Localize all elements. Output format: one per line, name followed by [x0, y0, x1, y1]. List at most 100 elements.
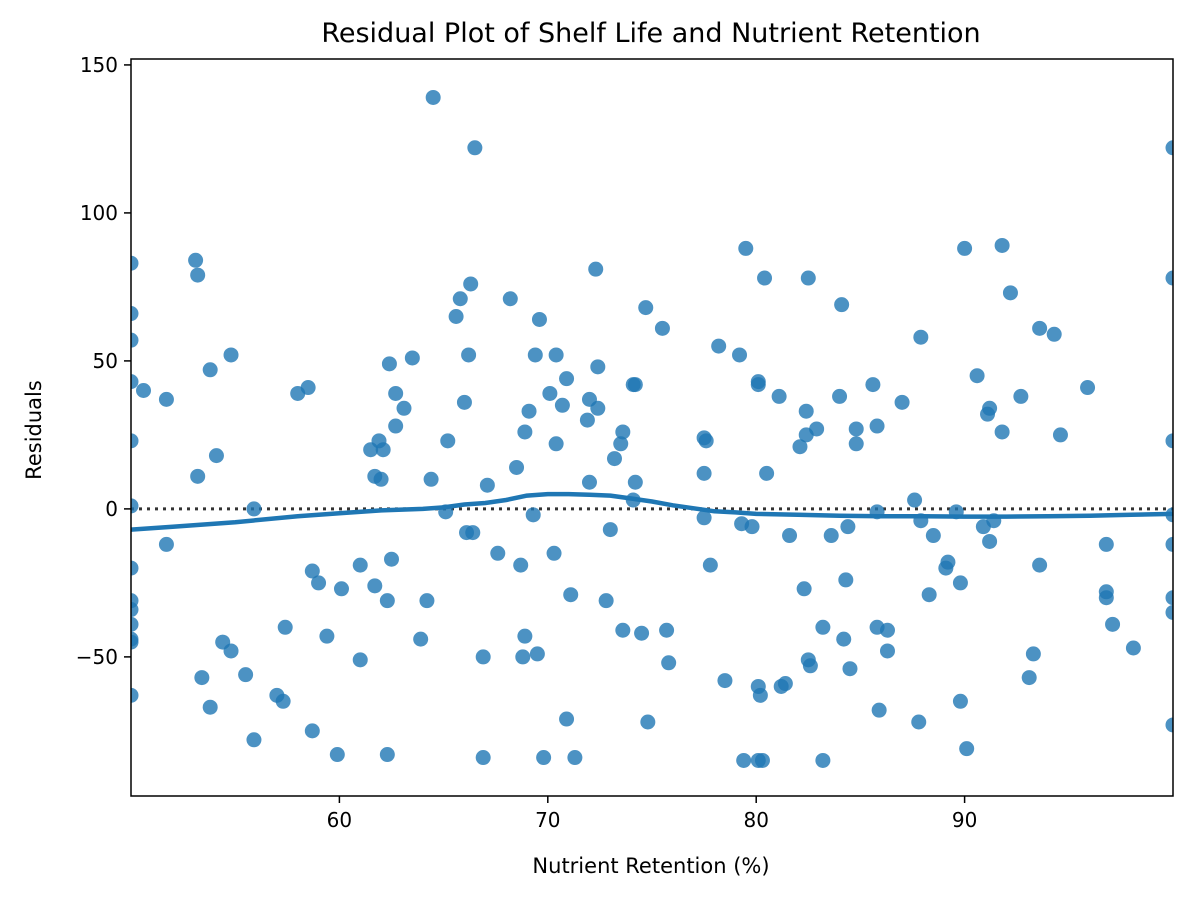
residual-point-20: [202, 362, 218, 378]
residual-point-87: [546, 545, 562, 561]
x-tick-label-80: 80: [743, 808, 768, 832]
residual-point-124: [732, 347, 748, 363]
residual-point-39: [333, 581, 349, 597]
residual-point-58: [423, 471, 439, 487]
residual-point-98: [588, 261, 604, 277]
residual-point-150: [815, 752, 831, 768]
residual-point-4: [131, 433, 139, 449]
residual-point-192: [1025, 646, 1041, 662]
residual-point-164: [871, 702, 887, 718]
residual-point-167: [894, 394, 910, 410]
y-tick-label-50: 50: [93, 349, 118, 373]
residual-point-67: [463, 276, 479, 292]
residual-point-166: [879, 643, 895, 659]
residual-point-13: [136, 383, 152, 399]
y-tick-label-0: 0: [105, 497, 118, 521]
residual-point-177: [952, 575, 968, 591]
residual-point-24: [223, 347, 239, 363]
residual-point-38: [329, 747, 345, 763]
residual-point-88: [548, 436, 564, 452]
residual-point-109: [627, 377, 643, 393]
residual-point-113: [640, 714, 656, 730]
residual-point-168: [907, 492, 923, 508]
residual-point-209: [1165, 604, 1173, 620]
x-tick-label-90: 90: [952, 808, 977, 832]
residual-point-70: [475, 649, 491, 665]
plot-area: 60 70 80 90 −50 0 50 100 150: [76, 53, 1174, 832]
residual-point-76: [513, 557, 529, 573]
residual-point-110: [627, 474, 643, 490]
residual-point-46: [373, 471, 389, 487]
residual-point-136: [759, 465, 775, 481]
residual-point-35: [304, 723, 320, 739]
residual-point-8: [131, 602, 139, 618]
residual-point-204: [1165, 270, 1173, 286]
residual-point-147: [802, 658, 818, 674]
residual-point-17: [190, 267, 206, 283]
residual-point-149: [815, 619, 831, 635]
residual-point-117: [696, 465, 712, 481]
residual-point-156: [840, 519, 856, 535]
residual-point-95: [579, 412, 595, 428]
residual-point-75: [509, 459, 525, 475]
residual-point-6: [131, 560, 139, 576]
residual-point-16: [188, 252, 204, 268]
residual-point-82: [527, 347, 543, 363]
residual-point-111: [634, 625, 650, 641]
residual-point-55: [404, 350, 420, 366]
residual-point-185: [982, 533, 998, 549]
residual-point-61: [440, 433, 456, 449]
residual-point-184: [982, 400, 998, 416]
residual-point-141: [792, 439, 808, 455]
residual-point-175: [940, 554, 956, 570]
residual-point-57: [419, 593, 435, 609]
residual-point-86: [542, 385, 558, 401]
residual-point-71: [475, 750, 491, 766]
residual-point-37: [319, 628, 335, 644]
residual-point-94: [567, 750, 583, 766]
residual-point-79: [517, 628, 533, 644]
residual-point-69: [467, 140, 483, 156]
residual-point-74: [502, 291, 518, 307]
residual-point-122: [711, 338, 727, 354]
residual-point-142: [796, 581, 812, 597]
residual-point-155: [838, 572, 854, 588]
residual-point-93: [563, 587, 579, 603]
residual-point-22: [208, 448, 224, 464]
residual-point-123: [717, 673, 733, 689]
residual-point-33: [300, 380, 316, 396]
residual-point-80: [521, 403, 537, 419]
residual-point-41: [352, 652, 368, 668]
residual-point-52: [388, 385, 404, 401]
residual-point-36: [311, 575, 327, 591]
residual-point-81: [525, 507, 541, 523]
residual-point-152: [832, 388, 848, 404]
residual-point-68: [465, 525, 481, 541]
residual-point-62: [448, 309, 464, 325]
residual-point-202: [1125, 640, 1141, 656]
residual-point-121: [702, 557, 718, 573]
residual-point-196: [1052, 427, 1068, 443]
residual-point-105: [615, 424, 631, 440]
residual-point-106: [615, 622, 631, 638]
residual-point-119: [696, 510, 712, 526]
residual-point-205: [1165, 433, 1173, 449]
residual-point-203: [1165, 140, 1173, 156]
residual-point-53: [388, 418, 404, 434]
residual-point-92: [559, 711, 575, 727]
residual-point-64: [456, 394, 472, 410]
residual-point-18: [190, 468, 206, 484]
residual-point-101: [598, 593, 614, 609]
residual-point-28: [246, 732, 262, 748]
residual-point-1: [131, 306, 139, 322]
residual-point-178: [952, 693, 968, 709]
residual-point-84: [531, 311, 547, 327]
residual-point-173: [925, 528, 941, 544]
residual-point-11: [131, 634, 139, 650]
residual-point-103: [606, 451, 622, 467]
residual-point-115: [659, 622, 675, 638]
residual-point-116: [661, 655, 677, 671]
chart-title: Residual Plot of Shelf Life and Nutrient…: [321, 18, 980, 49]
residual-point-66: [461, 347, 477, 363]
residual-point-72: [479, 477, 495, 493]
